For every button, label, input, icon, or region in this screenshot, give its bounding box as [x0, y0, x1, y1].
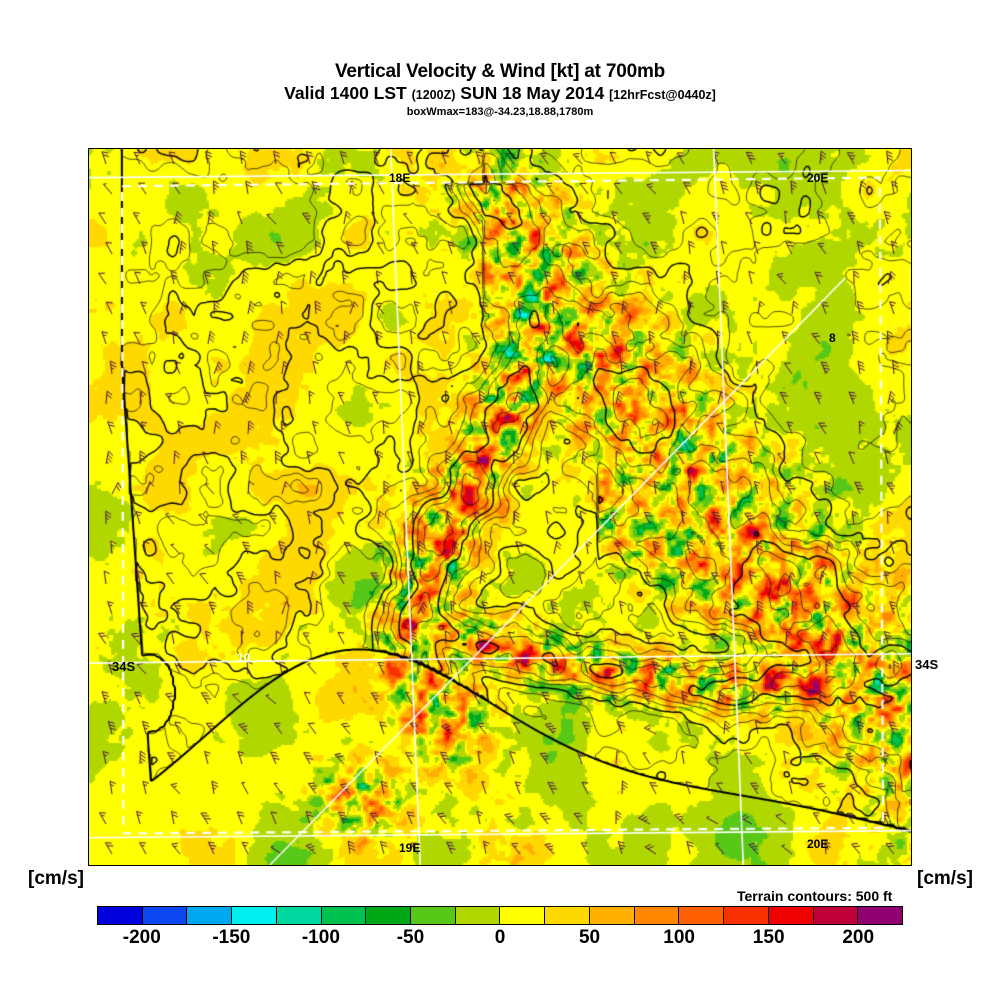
valid-date-label: SUN 18 May 2014: [460, 83, 605, 103]
colorbar-tick-label: -200: [122, 927, 161, 948]
map-graticule-label: 18E: [389, 171, 411, 185]
map-graticule-label: 19E: [399, 841, 421, 855]
colorbar-tick-label: 0: [494, 927, 506, 948]
colorbar-swatch: [276, 907, 322, 924]
colorbar-swatch: [813, 907, 859, 924]
terrain-contours-note: Terrain contours: 500 ft: [735, 888, 895, 904]
colorbar-swatch: [858, 907, 902, 924]
page-title: Vertical Velocity & Wind [kt] at 700mb: [334, 61, 666, 82]
valid-time-label: Valid 1400 LST: [284, 83, 407, 103]
colorbar-tick-label: -50: [396, 927, 425, 948]
colorbar-swatch: [98, 907, 143, 924]
forecast-tag-label: [12hrFcst@0440z]: [609, 88, 716, 102]
colorbar-swatch: [679, 907, 725, 924]
colorbar-swatch: [768, 907, 814, 924]
latitude-label-left: 34S: [112, 659, 136, 674]
colorbar-tick-label: -150: [212, 927, 251, 948]
map-graticule-label: 10: [237, 651, 251, 665]
colorbar-tick-labels: -200 -150 -100 -50 0 50 100 150 200: [97, 927, 903, 955]
colorbar-swatch: [455, 907, 501, 924]
colorbar-swatch: [187, 907, 233, 924]
boxwmax-annotation: boxWmax=183@-34.23,18.88,1780m: [406, 105, 594, 118]
latitude-label-right: 34S: [915, 657, 939, 672]
map-plot-area[interactable]: 18E 20E 19E 20E 8 10: [88, 148, 912, 866]
map-graticule-label: 20E: [807, 171, 829, 185]
colorbar-swatch: [321, 907, 367, 924]
valid-zulu-label: (1200Z): [411, 88, 456, 102]
map-graticule-label: 8: [829, 331, 836, 345]
colorbar-swatch: [411, 907, 456, 924]
colorbar-tick-label: 150: [752, 927, 785, 948]
colorbar-swatch: [500, 907, 546, 924]
colorbar-swatch: [545, 907, 590, 924]
colorbar-swatch: [724, 907, 769, 924]
map-graticule-label: 20E: [807, 837, 829, 851]
units-label-right: [cm/s]: [917, 868, 973, 889]
units-label-left: [cm/s]: [28, 868, 84, 889]
colorbar-tick-label: 50: [578, 927, 601, 948]
colorbar-swatch: [142, 907, 188, 924]
colorbar-swatch: [589, 907, 635, 924]
colorbar-swatch: [232, 907, 277, 924]
colorbar-swatch: [366, 907, 412, 924]
chart-title-block: Vertical Velocity & Wind [kt] at 700mb V…: [0, 62, 1000, 118]
colorbar-tick-label: 200: [842, 927, 875, 948]
chart-subtitle: Valid 1400 LST (1200Z) SUN 18 May 2014 […: [0, 83, 1000, 103]
colorbar-tick-label: 100: [663, 927, 695, 948]
colorbar-swatch: [634, 907, 680, 924]
colorbar: [97, 906, 903, 925]
colorbar-tick-label: -100: [301, 927, 340, 948]
vertical-velocity-field-canvas: [89, 149, 911, 865]
